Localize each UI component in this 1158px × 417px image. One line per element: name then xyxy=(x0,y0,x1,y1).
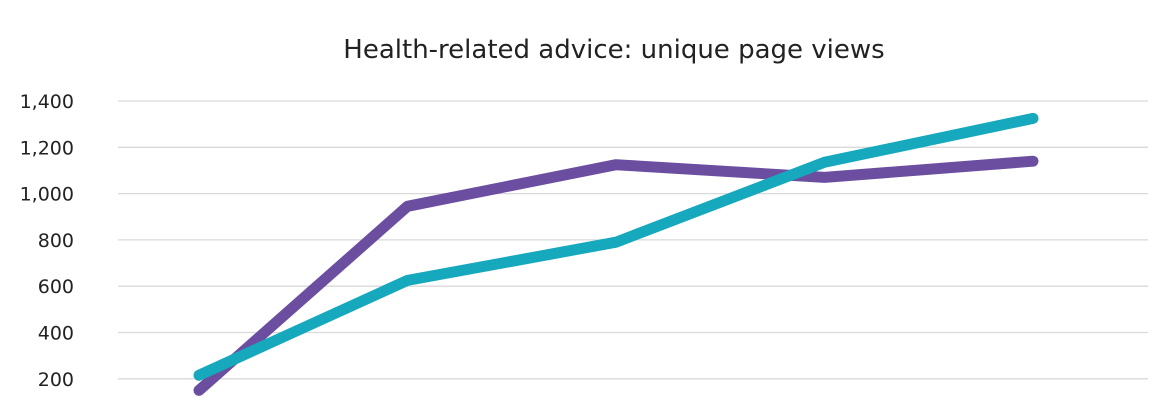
y-tick-label: 200 xyxy=(38,369,74,391)
y-tick-label: 1,200 xyxy=(20,137,74,159)
y-axis-tick-labels: 0 200 400 600 800 1,000 1,200 1,400 xyxy=(20,91,74,417)
series-line-2 xyxy=(193,112,1039,381)
chart-title: Health-related advice: unique page views xyxy=(343,35,884,65)
gridlines xyxy=(118,100,1148,380)
y-tick-label: 0 xyxy=(62,415,74,417)
y-tick-label: 400 xyxy=(38,323,74,345)
y-tick-label: 1,400 xyxy=(20,91,74,113)
series-lines xyxy=(193,112,1039,396)
y-tick-label: 800 xyxy=(38,230,74,252)
y-tick-label: 600 xyxy=(38,276,74,298)
y-tick-label: 1,000 xyxy=(20,184,74,206)
series-line-1 xyxy=(193,155,1039,396)
